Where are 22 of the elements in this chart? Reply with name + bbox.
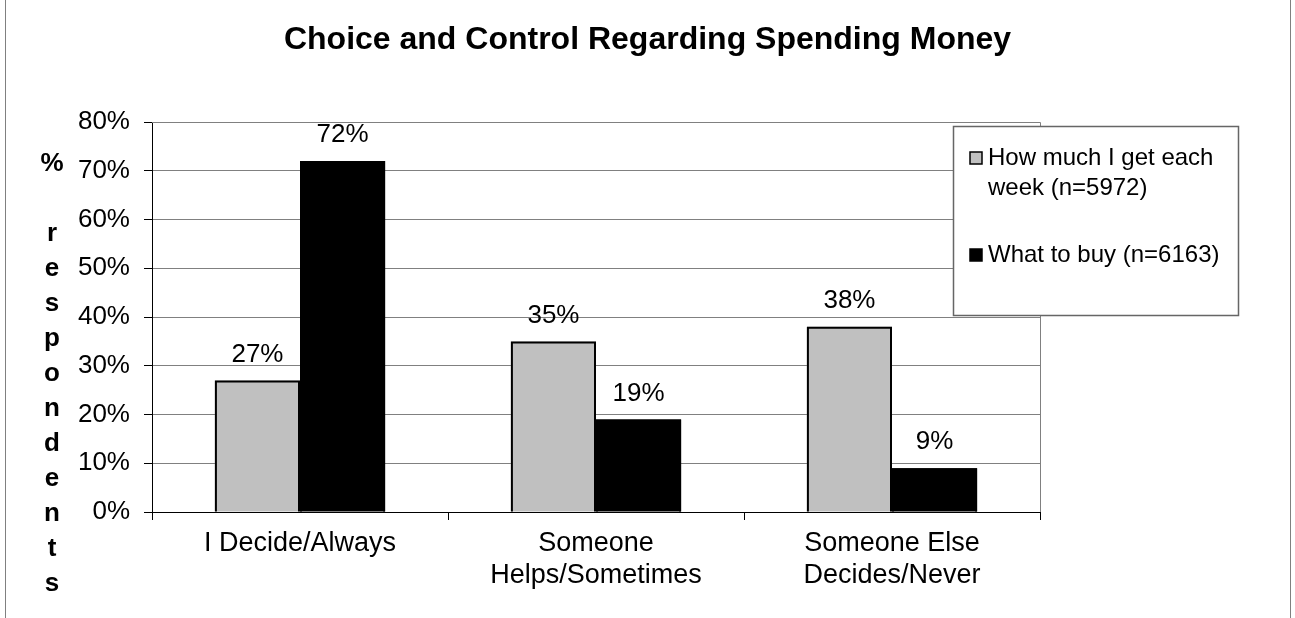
legend-label: What to buy (n=6163) bbox=[988, 239, 1220, 267]
legend-label: How much I get each week (n=5972) bbox=[987, 142, 1214, 200]
y-tick-label: 80% bbox=[77, 105, 130, 136]
data-label: 19% bbox=[612, 376, 665, 407]
data-label: 27% bbox=[231, 337, 284, 368]
data-label: 72% bbox=[316, 118, 369, 149]
y-tick-label: 0% bbox=[92, 495, 130, 526]
y-axis-title: % respondents bbox=[37, 147, 67, 602]
y-tick-label: 60% bbox=[77, 202, 130, 233]
data-label: 35% bbox=[527, 298, 580, 329]
data-label: 9% bbox=[915, 425, 954, 456]
y-tick-label: 50% bbox=[77, 251, 130, 282]
y-tick-label: 40% bbox=[77, 300, 130, 331]
x-tick-label: I Decide/Always bbox=[203, 526, 397, 557]
y-tick-label: 70% bbox=[77, 153, 130, 184]
y-tick-label: 20% bbox=[77, 397, 130, 428]
x-tick-label: Someone Else Decides/Never bbox=[803, 526, 981, 590]
x-tick-label: Someone Helps/Sometimes bbox=[490, 526, 702, 590]
data-label: 38% bbox=[823, 283, 876, 314]
y-tick-label: 30% bbox=[77, 348, 130, 379]
chart-title: Choice and Control Regarding Spending Money bbox=[282, 19, 1013, 57]
y-tick-label: 10% bbox=[77, 446, 130, 477]
